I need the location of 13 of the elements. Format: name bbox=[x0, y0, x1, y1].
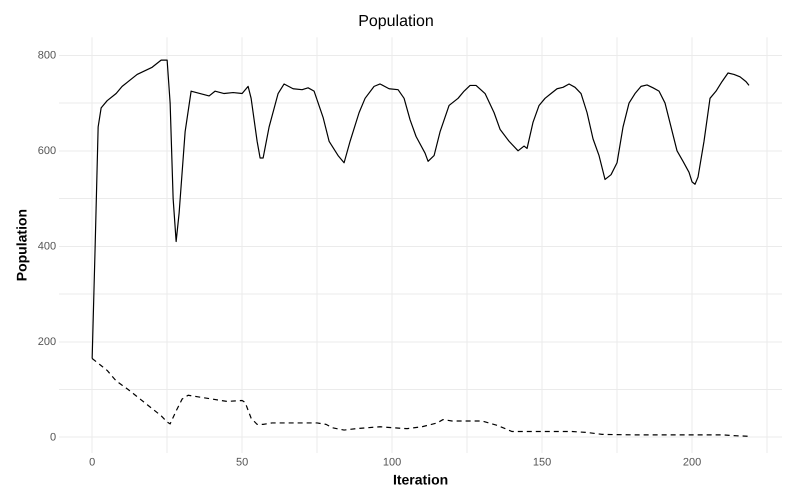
x-axis-title: Iteration bbox=[392, 471, 448, 488]
y-tick-label: 800 bbox=[38, 49, 56, 62]
chart-title: Population bbox=[358, 13, 434, 30]
x-tick-label: 150 bbox=[532, 456, 552, 469]
y-tick-label: 0 bbox=[50, 431, 56, 444]
x-tick-label: 200 bbox=[682, 456, 702, 469]
x-tick-label: 0 bbox=[89, 456, 96, 469]
y-tick-label: 200 bbox=[38, 336, 56, 348]
y-tick-label: 600 bbox=[38, 144, 56, 157]
x-tick-label: 50 bbox=[236, 456, 248, 469]
y-tick-label: 400 bbox=[38, 240, 56, 252]
x-tick-label: 100 bbox=[382, 456, 402, 469]
y-axis-title: Population bbox=[13, 208, 30, 282]
